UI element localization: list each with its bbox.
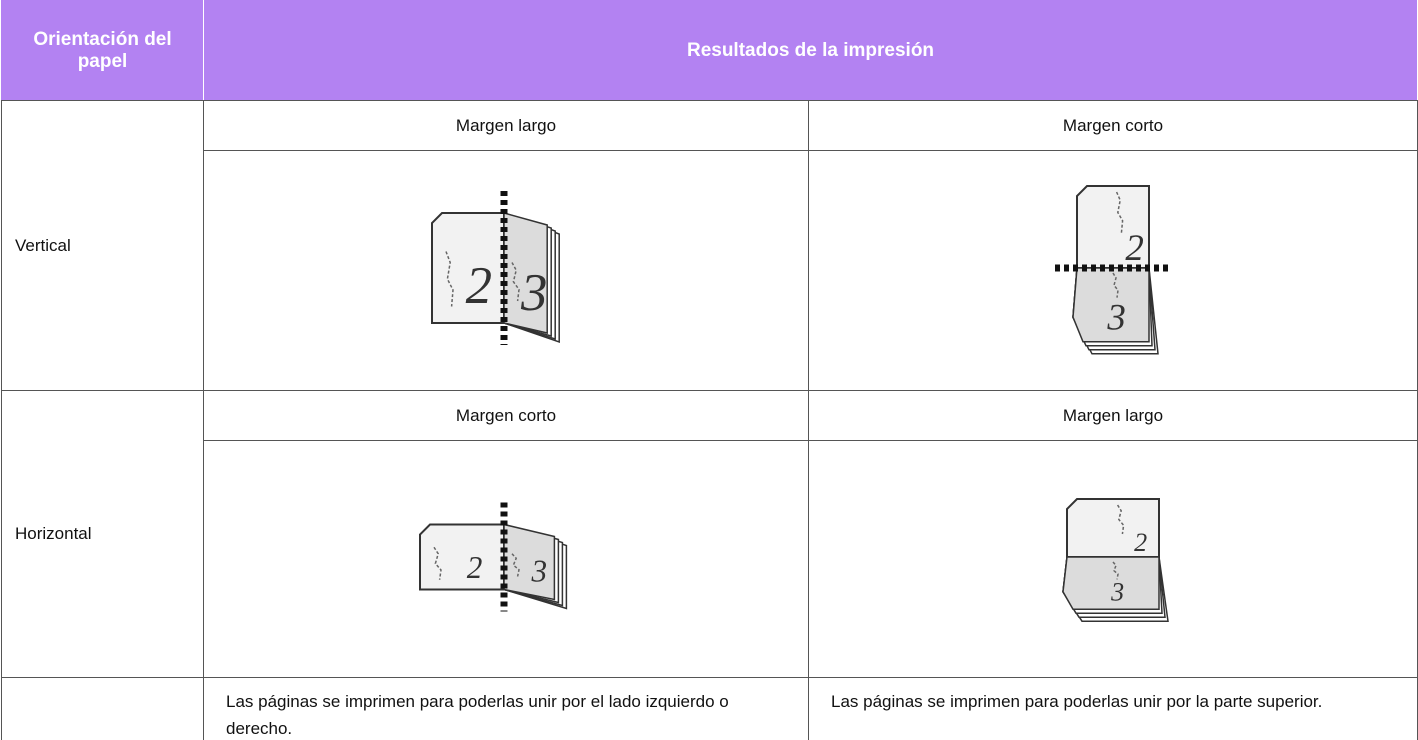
header-cell: Orientación del papel [1,0,204,101]
scribble [1112,561,1119,580]
page-number: 2 [466,257,492,315]
scribble [1115,191,1124,234]
orientation: Horizontal [1,390,204,678]
page [503,212,548,334]
option-label: Margen largo [203,100,809,151]
header-cell: Resultados de la impresión [202,0,1418,101]
header-row: Orientación del papel Resultados de la i… [1,0,1418,101]
page [431,212,505,324]
scribble [1116,504,1125,534]
note-row: Las páginas se imprimen para poderlas un… [1,677,1418,740]
page-number: 2 [467,549,483,584]
scribble [445,251,454,307]
orientation: Vertical [1,100,204,391]
page-number: 3 [530,553,547,588]
option-label: Margen corto [203,390,809,441]
page-number: 3 [1106,297,1125,338]
page [1062,555,1160,610]
option-label: Margen largo [807,390,1418,441]
note: Las páginas se imprimen para poderlas un… [203,677,809,740]
scribble [511,262,520,302]
page-number: 2 [1134,528,1147,557]
label-row: Vertical Margen largo Margen corto [1,100,1418,391]
illustration: 23 [1055,185,1171,355]
page [419,523,505,590]
scribble [1112,272,1119,298]
illustration: 23 [1062,497,1169,622]
option-label: Margen corto [807,100,1418,151]
empty-cell [1,677,204,740]
note: Las páginas se imprimen para poderlas un… [807,677,1418,740]
scribble [433,546,442,580]
page-number: 3 [520,264,547,322]
page-number: 2 [1125,227,1143,268]
label-row: Horizontal Margen corto Margen largo [1,390,1418,678]
page-number: 3 [1110,577,1124,606]
